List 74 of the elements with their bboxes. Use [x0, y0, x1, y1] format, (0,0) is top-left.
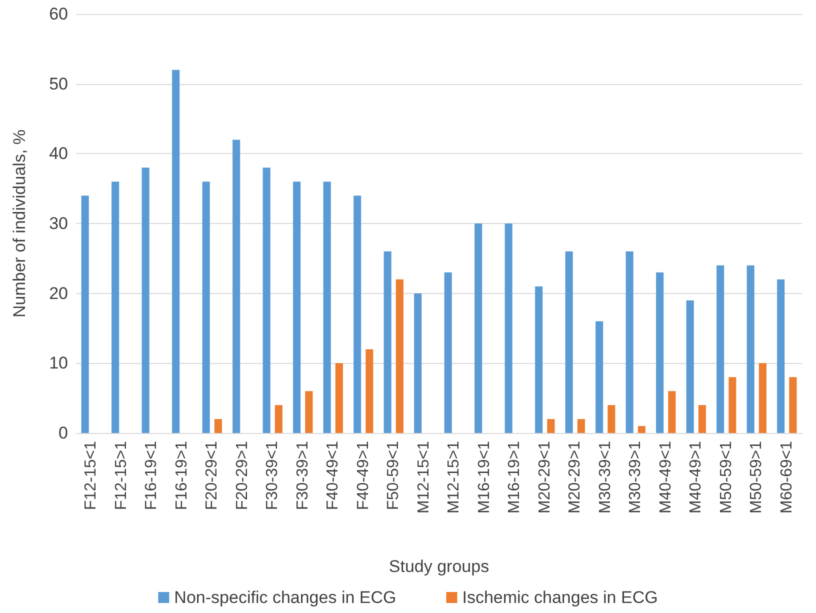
- y-tick-label: 40: [49, 144, 68, 164]
- legend-label: Ischemic changes in ECG: [462, 588, 658, 607]
- x-axis-title: Study groups: [388, 557, 490, 576]
- bar: [293, 182, 301, 433]
- y-tick-label: 10: [49, 354, 68, 373]
- bar: [274, 405, 282, 433]
- x-tick-label: M60-69<1: [778, 440, 796, 514]
- bar: [396, 279, 404, 433]
- x-tick-label: F12-15<1: [82, 440, 100, 510]
- x-tick-label: M30-39>1: [627, 440, 644, 514]
- bar: [504, 224, 512, 433]
- y-axis-title: Number of individuals, %: [10, 129, 29, 318]
- bar: [626, 251, 634, 433]
- bar: [565, 251, 573, 433]
- x-tick-label: F30-39<1: [264, 440, 282, 510]
- x-tick-label: F16-19<1: [143, 440, 160, 510]
- bar: [728, 377, 736, 433]
- bar: [142, 168, 150, 433]
- bar: [535, 286, 543, 433]
- x-tick-label: M50-59>1: [748, 440, 766, 514]
- x-tick-label: M16-19<1: [476, 440, 493, 514]
- bar: [172, 70, 180, 433]
- bar: [668, 391, 676, 433]
- bar: [577, 419, 585, 433]
- bar: [335, 363, 343, 433]
- bar: [81, 196, 89, 433]
- bar: [444, 272, 452, 433]
- bar: [547, 419, 555, 433]
- x-tick-label: M12-15<1: [415, 440, 432, 514]
- x-tick-label: M12-15>1: [446, 440, 463, 514]
- x-tick-label: M30-39<1: [596, 440, 614, 514]
- bar: [746, 265, 754, 433]
- bar: [638, 426, 646, 433]
- x-tick-label: F40-49<1: [324, 440, 342, 510]
- x-tick-label: M50-59<1: [718, 440, 735, 514]
- x-tick-label: F20-29<1: [204, 440, 221, 510]
- x-tick-label: M20-29<1: [536, 440, 554, 514]
- bar: [262, 168, 270, 433]
- bar: [232, 140, 240, 433]
- y-tick-label: 30: [49, 214, 68, 233]
- bar: [777, 279, 785, 433]
- bar: [758, 363, 766, 433]
- x-tick-label: M40-49<1: [657, 440, 674, 514]
- bar: [214, 419, 222, 433]
- bar: [716, 265, 724, 433]
- bar: [366, 349, 374, 433]
- y-tick-label: 0: [58, 424, 68, 442]
- x-tick-label: F40-49>1: [354, 440, 372, 510]
- bar: [608, 405, 616, 433]
- legend-label: Non-specific changes in ECG: [174, 588, 396, 607]
- bar: [596, 321, 604, 433]
- bar: [354, 196, 362, 433]
- x-tick-label: F50-59<1: [385, 440, 402, 510]
- bar: [698, 405, 706, 433]
- x-tick-label: M40-49>1: [688, 440, 705, 514]
- x-tick-label: F20-29>1: [234, 440, 251, 510]
- y-tick-label: 60: [49, 4, 68, 24]
- bar: [384, 251, 392, 433]
- bar: [686, 300, 694, 433]
- x-tick-label: F30-39>1: [294, 440, 312, 510]
- bar: [414, 293, 422, 433]
- y-tick-label: 20: [49, 284, 68, 303]
- bar: [305, 391, 313, 433]
- bar: [474, 224, 482, 433]
- x-tick-label: M16-19>1: [506, 440, 524, 514]
- bar: [202, 182, 210, 433]
- x-tick-label: F12-15>1: [112, 440, 130, 510]
- bar: [323, 182, 331, 433]
- x-tick-label: M20-29>1: [566, 440, 584, 514]
- x-tick-label: F16-19>1: [173, 440, 190, 510]
- bar: [789, 377, 797, 433]
- bar: [656, 272, 664, 433]
- bar: [112, 182, 120, 433]
- y-tick-label: 50: [49, 74, 68, 94]
